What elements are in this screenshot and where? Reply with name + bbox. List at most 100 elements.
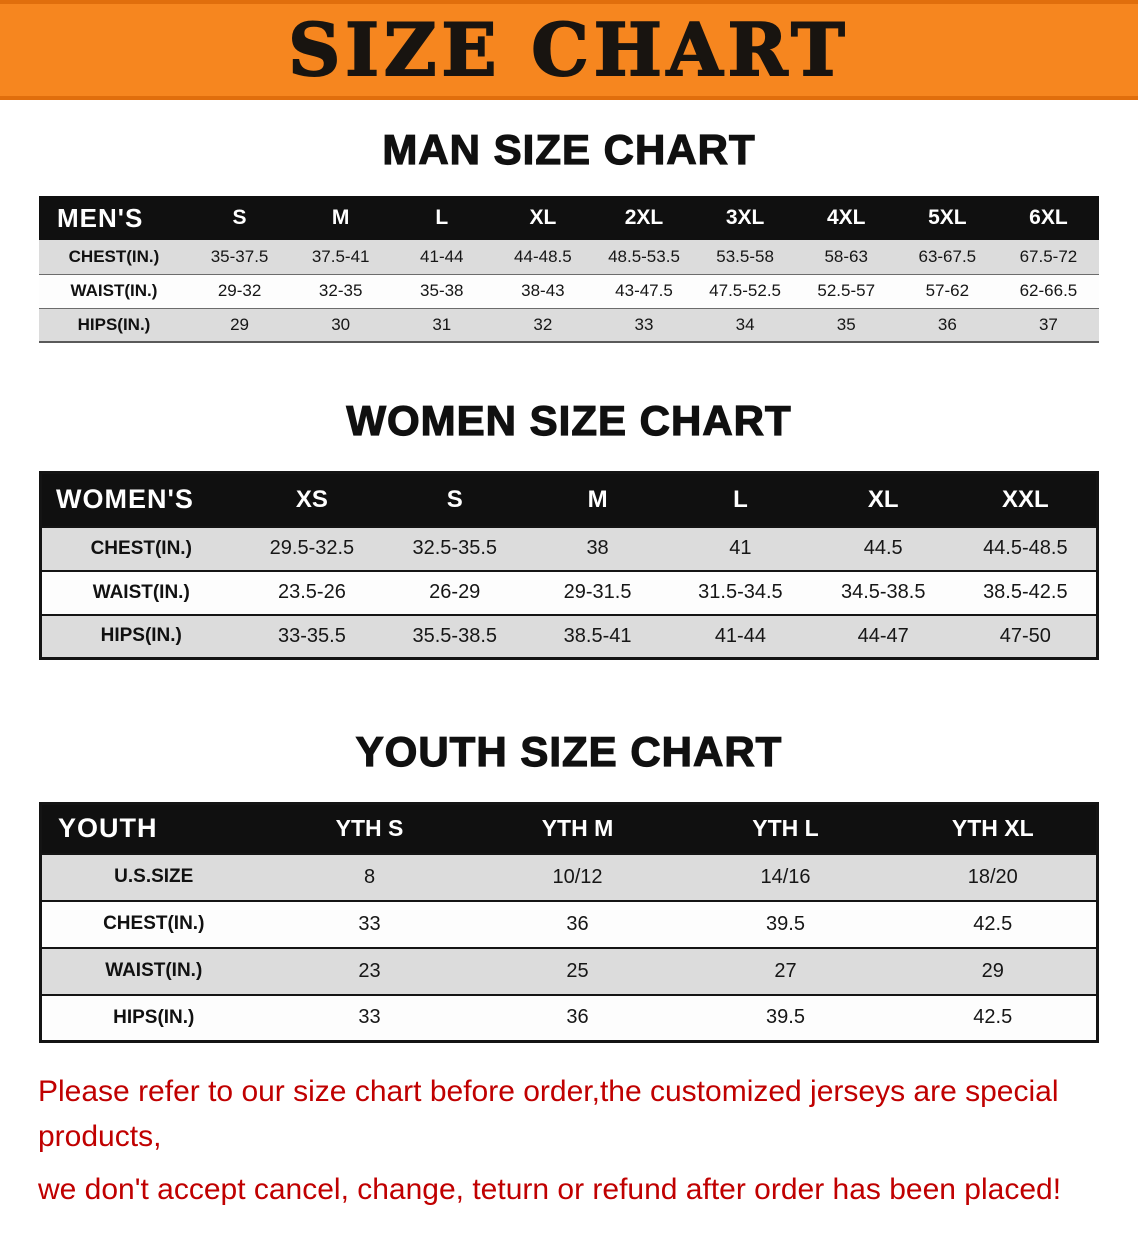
table-corner-label: MEN'S (39, 196, 189, 240)
section-men: MAN SIZE CHART MEN'S S M L XL 2XL 3XL 4XL 5XL 6XL C… (0, 125, 1138, 343)
size-cell: 36 (566, 912, 589, 935)
size-cell: 29-31.5 (563, 581, 632, 603)
size-cell: 53.5-58 (716, 246, 774, 266)
size-cell: 41-44 (420, 246, 464, 266)
column-header: 5XL (896, 196, 998, 240)
row-label: WAIST(IN.) (105, 960, 203, 981)
size-cell: 30 (331, 314, 351, 334)
size-cell: 39.5 (766, 912, 805, 935)
column-header: S (383, 472, 527, 527)
column-header: M (290, 196, 392, 240)
table-row: WAIST(IN.) 23.5-26 26-29 29-31.5 31.5-34.5 34… (40, 570, 1098, 615)
women-size-table: WOMEN'S XS S M L XL XXL CHEST(IN.) 29.5-32.5 32.5… (39, 471, 1099, 660)
table-row: CHEST(IN.) 35-37.5 37.5-41 41-44 44-48.5 48.5… (39, 240, 1099, 274)
size-cell: 52.5-57 (817, 281, 876, 300)
table-header-row: YOUTH YTH S YTH M YTH L YTH XL (40, 803, 1098, 854)
table-row: CHEST(IN.) 29.5-32.5 32.5-35.5 38 41 44.5 44.5… (40, 526, 1098, 571)
men-size-table: MEN'S S M L XL 2XL 3XL 4XL 5XL 6XL CHEST(IN.) 35-37… (39, 196, 1099, 343)
size-cell: 63-67.5 (918, 246, 977, 266)
column-header: M (526, 472, 669, 527)
size-cell: 23 (358, 959, 381, 982)
row-label: CHEST(IN.) (68, 246, 160, 266)
size-cell: 34 (735, 314, 755, 334)
table-row: HIPS(IN.) 29 30 31 32 33 34 35 36 37 (39, 308, 1099, 342)
row-label: HIPS(IN.) (113, 1006, 195, 1028)
size-cell: 47-50 (999, 624, 1051, 647)
row-label: HIPS(IN.) (77, 314, 151, 334)
size-cell: 29-32 (217, 281, 262, 300)
size-cell: 27 (774, 959, 797, 982)
size-cell: 38 (586, 537, 609, 559)
size-cell: 58-63 (824, 246, 868, 266)
section-women: WOMEN SIZE CHART WOMEN'S XS S M L XL XXL CHEST(I… (0, 396, 1138, 660)
size-cell: 57-62 (925, 281, 970, 300)
row-label: CHEST(IN.) (90, 537, 192, 559)
women-heading: WOMEN SIZE CHART (346, 396, 792, 444)
column-header: YTH L (681, 803, 890, 854)
size-cell: 36 (937, 314, 957, 334)
disclaimer-line-2: we don't accept cancel, change, teturn o… (38, 1173, 1062, 1206)
table-row: HIPS(IN.) 33-35.5 35.5-38.5 38.5-41 41-44 44-… (40, 614, 1098, 659)
row-label: WAIST(IN.) (92, 581, 190, 603)
size-cell: 29 (230, 314, 250, 334)
column-header: YTH S (265, 803, 474, 854)
table-corner-label: WOMEN'S (40, 472, 241, 527)
size-cell: 62-66.5 (1019, 281, 1078, 300)
row-label: WAIST(IN.) (70, 281, 158, 300)
size-cell: 35 (836, 314, 856, 334)
size-cell: 43-47.5 (615, 281, 673, 300)
table-row: CHEST(IN.) 33 36 39.5 42.5 (40, 900, 1098, 948)
column-header: 6XL (997, 196, 1099, 240)
size-cell: 32.5-35.5 (412, 537, 497, 559)
section-youth: YOUTH SIZE CHART YOUTH YTH S YTH M YTH L YTH … (0, 727, 1138, 1043)
table-row: WAIST(IN.) 29-32 32-35 35-38 38-43 43-47.5 47.… (39, 274, 1099, 308)
size-cell: 33 (358, 1006, 381, 1029)
table-row: HIPS(IN.) 33 36 39.5 42.5 (40, 994, 1098, 1042)
size-cell: 29 (981, 959, 1004, 982)
size-cell: 48.5-53.5 (608, 246, 680, 266)
column-header: YTH M (473, 803, 682, 854)
size-cell: 31.5-34.5 (698, 581, 783, 603)
size-cell: 44-48.5 (514, 246, 572, 266)
size-cell: 18/20 (967, 865, 1018, 888)
column-header: XXL (954, 472, 1098, 527)
column-header: L (668, 472, 812, 527)
size-cell: 47.5-52.5 (709, 281, 782, 300)
size-cell: 37.5-41 (311, 246, 370, 266)
column-header: L (391, 196, 493, 240)
size-cell: 33 (358, 912, 381, 935)
size-cell: 67.5-72 (1019, 246, 1078, 266)
column-header: XS (240, 472, 384, 527)
size-cell: 38-43 (521, 281, 565, 300)
size-cell: 32-35 (318, 281, 363, 300)
size-cell: 36 (566, 1006, 589, 1029)
size-cell: 37 (1038, 314, 1058, 334)
size-cell: 44.5-48.5 (983, 537, 1068, 559)
size-cell: 35.5-38.5 (412, 624, 497, 647)
column-header: 2XL (593, 196, 695, 240)
size-cell: 44.5 (863, 537, 903, 559)
size-cell: 44-47 (857, 624, 909, 647)
table-row: WAIST(IN.) 23 25 27 29 (40, 947, 1098, 995)
size-chart-banner: SIZE CHART (0, 0, 1138, 100)
disclaimer: Please refer to our size chart before or… (0, 1069, 1138, 1238)
size-cell: 29.5-32.5 (269, 537, 355, 559)
size-cell: 8 (363, 865, 376, 888)
row-label: U.S.SIZE (114, 866, 194, 887)
size-cell: 23.5-26 (277, 581, 346, 603)
size-cell: 31 (432, 314, 452, 334)
size-cell: 26-29 (429, 581, 481, 603)
size-cell: 33 (634, 314, 654, 334)
banner-title: SIZE CHART (287, 7, 850, 92)
size-cell: 38.5-41 (563, 624, 632, 647)
youth-size-table: YOUTH YTH S YTH M YTH L YTH XL U.S.SIZE 8 10/12… (39, 802, 1099, 1043)
size-cell: 25 (566, 959, 589, 982)
row-label: HIPS(IN.) (100, 625, 182, 647)
size-cell: 42.5 (973, 1006, 1013, 1029)
size-cell: 32 (533, 314, 553, 334)
youth-heading: YOUTH SIZE CHART (355, 727, 783, 775)
row-label: CHEST(IN.) (103, 913, 205, 934)
table-row: U.S.SIZE 8 10/12 14/16 18/20 (40, 853, 1098, 901)
column-header: YTH XL (889, 803, 1098, 854)
